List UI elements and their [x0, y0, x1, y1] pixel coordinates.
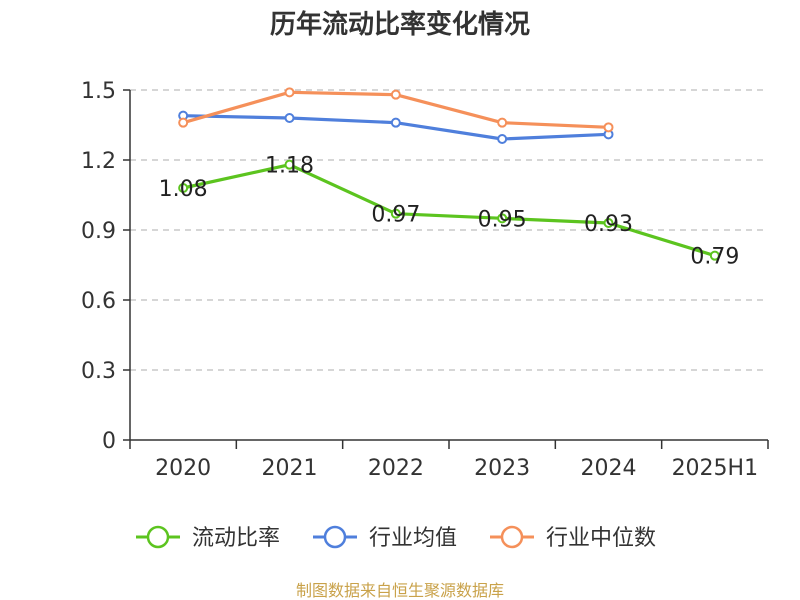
axes: 0 0.3 0.6 0.9 1.2 1.5 2020 2021 2022 2023 2024 2025…	[81, 79, 769, 481]
legend-label: 行业均值	[369, 526, 457, 551]
x-tick-label: 2021	[262, 456, 318, 481]
data-labels: 1.08 1.18 0.97 0.95 0.93 0.79	[159, 154, 740, 270]
data-point[interactable]	[284, 159, 295, 170]
legend-label: 行业中位数	[546, 526, 656, 551]
data-label: 0.79	[690, 245, 739, 270]
data-point[interactable]	[497, 117, 508, 128]
legend-item[interactable]: 行业均值	[313, 525, 457, 551]
legend-swatch-marker	[323, 525, 347, 549]
x-tick-label: 2024	[581, 456, 637, 481]
legend-swatch-marker	[146, 525, 170, 549]
grid-lines	[130, 89, 768, 371]
x-tick-label: 2022	[368, 456, 424, 481]
legend-swatch-marker	[500, 525, 524, 549]
data-point[interactable]	[603, 218, 614, 228]
y-tick-label: 1.2	[81, 149, 116, 174]
data-point[interactable]	[603, 122, 614, 133]
data-point[interactable]	[709, 250, 720, 261]
data-label: 1.08	[159, 177, 208, 202]
chart-title: 历年流动比率变化情况	[270, 9, 530, 40]
data-point[interactable]	[390, 117, 401, 128]
x-tick-label: 2025H1	[672, 456, 759, 481]
series-line	[181, 163, 717, 258]
y-tick-label: 0	[102, 429, 116, 454]
x-tick-label: 2023	[474, 456, 530, 481]
legend[interactable]: 流动比率 行业均值 行业中位数	[136, 525, 656, 551]
data-point[interactable]	[497, 213, 508, 224]
legend-item[interactable]: 流动比率	[136, 525, 280, 551]
data-point[interactable]	[497, 134, 508, 144]
y-tick-label: 1.5	[81, 79, 116, 104]
series-group	[178, 87, 720, 261]
data-label: 0.95	[478, 207, 527, 232]
data-label: 1.18	[265, 154, 314, 179]
data-label: 0.97	[371, 203, 420, 228]
source-note: 制图数据来自恒生聚源数据库	[296, 581, 504, 600]
data-point[interactable]	[178, 117, 189, 128]
y-tick-label: 0.9	[81, 219, 116, 244]
data-label: 0.93	[584, 212, 633, 237]
legend-item[interactable]: 行业中位数	[490, 525, 656, 551]
y-tick-label: 0.3	[81, 359, 116, 384]
legend-label: 流动比率	[192, 526, 280, 551]
x-tick-label: 2020	[155, 456, 211, 481]
y-tick-label: 0.6	[81, 289, 116, 314]
data-point[interactable]	[178, 183, 189, 193]
data-point[interactable]	[390, 208, 401, 219]
data-point[interactable]	[390, 89, 401, 100]
data-point[interactable]	[284, 87, 295, 98]
data-point[interactable]	[284, 113, 295, 123]
